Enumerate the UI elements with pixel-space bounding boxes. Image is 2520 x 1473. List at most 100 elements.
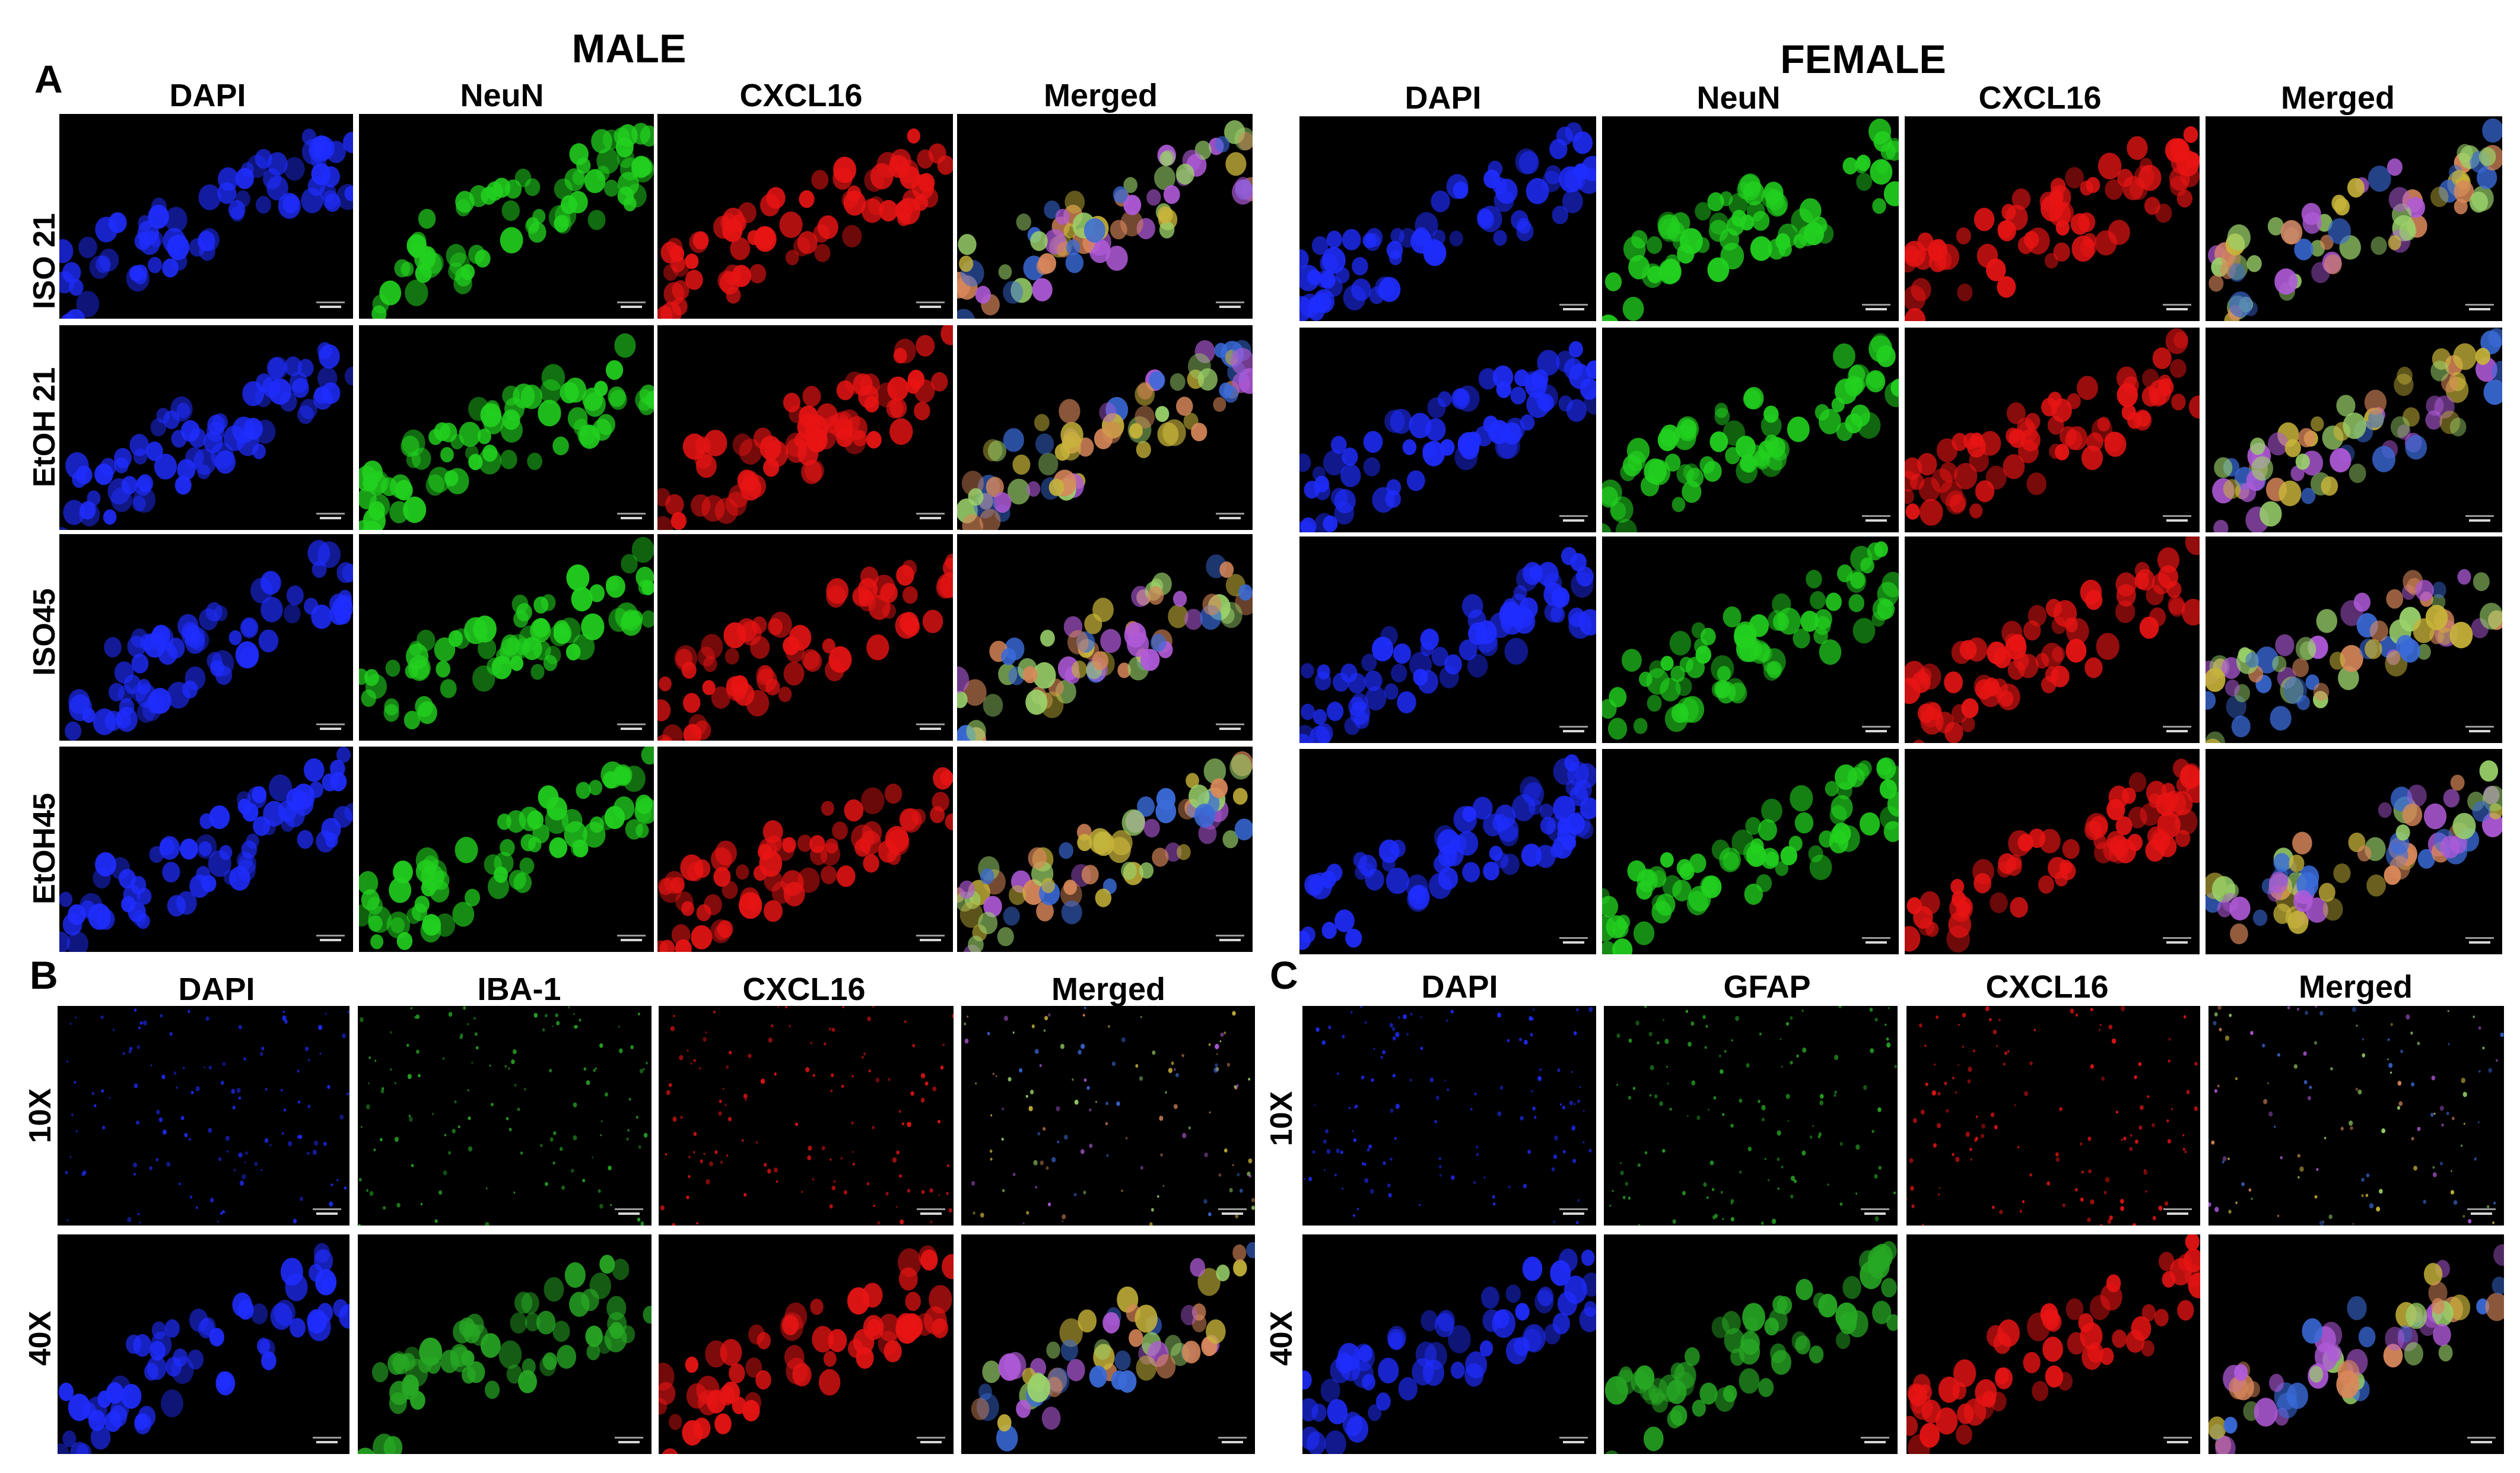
micrograph-male-iso45-merged	[957, 534, 1253, 741]
micrograph-male-etoh45-cxcl16	[657, 747, 953, 952]
micrograph-female-iso45-dapi	[1299, 536, 1596, 743]
micrograph-male-iso45-cxcl16	[657, 534, 953, 741]
scale-bar	[920, 517, 941, 519]
row-label-etoh45: EtOH45	[27, 793, 62, 904]
scale-bar-label	[313, 1208, 341, 1210]
row-label-c-40x: 40X	[1264, 1310, 1299, 1366]
scale-bar-label	[313, 1437, 341, 1439]
scale-bar	[320, 939, 341, 941]
micrograph-female-iso-21-cxcl16	[1905, 116, 2200, 321]
scale-bar	[316, 1441, 338, 1443]
micrograph-b-10x-cxcl16	[659, 1006, 954, 1226]
micrograph-female-iso45-merged	[2206, 536, 2502, 743]
scale-bar	[1563, 519, 1584, 522]
micrograph-female-iso-21-merged	[2206, 116, 2502, 321]
micrograph-female-etoh45-merged	[2206, 749, 2502, 954]
col-label-a-female-cxcl16: CXCL16	[1978, 80, 2102, 116]
scale-bar	[1864, 1212, 1886, 1215]
col-label-c-merged: Merged	[2298, 969, 2413, 1005]
row-label-b-10x: 10X	[23, 1088, 58, 1144]
panel-label-c: C	[1270, 953, 1298, 997]
micrograph-female-etoh45-dapi	[1299, 749, 1596, 954]
micrograph-male-etoh45-neun	[359, 747, 654, 952]
col-label-a-male-merged: Merged	[1043, 78, 1158, 113]
scale-bar	[920, 939, 941, 941]
micrograph-male-etoh-21-merged	[957, 325, 1253, 530]
panel-label-b: B	[30, 953, 58, 997]
panel-label-a: A	[34, 57, 63, 101]
scale-bar-label	[1861, 1437, 1889, 1439]
scale-bar	[1866, 730, 1887, 732]
scale-bar-label	[617, 513, 646, 515]
scale-bar	[920, 306, 941, 308]
row-label-c-10x: 10X	[1264, 1091, 1299, 1147]
scale-bar-label	[617, 301, 646, 303]
micrograph-male-iso-21-dapi	[59, 114, 353, 319]
scale-bar-label	[1216, 723, 1244, 725]
scale-bar	[316, 1212, 338, 1215]
scale-bar-label	[1862, 304, 1890, 306]
scale-bar-label	[1559, 304, 1588, 306]
scale-bar	[1563, 1212, 1584, 1215]
scale-bar	[320, 728, 341, 730]
scale-bar-label	[1862, 937, 1890, 939]
scale-bar-label	[2467, 1208, 2496, 1210]
scale-bar-label	[1559, 1208, 1588, 1210]
micrograph-b-40x-dapi	[58, 1234, 349, 1454]
scale-bar	[1563, 941, 1584, 944]
micrograph-c-40x-dapi	[1302, 1234, 1596, 1454]
scale-bar	[2167, 1212, 2188, 1215]
scale-bar-label	[2465, 937, 2494, 939]
scale-bar-label	[1559, 726, 1588, 728]
scale-bar-label	[615, 1437, 643, 1439]
scale-bar-label	[1559, 1437, 1588, 1439]
scale-bar-label	[2163, 937, 2191, 939]
micrograph-b-10x-merged	[961, 1006, 1255, 1226]
scale-bar-label	[1862, 726, 1890, 728]
col-label-a-female-merged: Merged	[2280, 80, 2395, 116]
scale-bar	[2166, 730, 2188, 732]
micrograph-b-40x-merged	[961, 1234, 1255, 1454]
scale-bar	[320, 517, 341, 519]
scale-bar	[2469, 941, 2490, 944]
scale-bar-label	[1216, 301, 1244, 303]
row-label-iso45: ISO45	[27, 588, 62, 676]
scale-bar-label	[2465, 726, 2494, 728]
scale-bar	[920, 1212, 942, 1215]
scale-bar-label	[1861, 1208, 1889, 1210]
row-label-b-40x: 40X	[23, 1310, 58, 1366]
col-label-a-female-neun: NeuN	[1696, 80, 1781, 116]
micrograph-female-etoh-21-dapi	[1299, 328, 1596, 532]
scale-bar-label	[2467, 1437, 2496, 1439]
scale-bar-label	[1216, 513, 1244, 515]
col-label-b-merged: Merged	[1051, 972, 1166, 1007]
micrograph-female-iso-21-neun	[1602, 116, 1899, 321]
scale-bar-label	[916, 513, 945, 515]
scale-bar-label	[917, 1208, 945, 1210]
scale-bar	[1222, 1441, 1243, 1443]
micrograph-c-40x-merged	[2208, 1234, 2504, 1454]
micrograph-b-40x-iba-1	[358, 1234, 652, 1454]
scale-bar	[1219, 728, 1241, 730]
micrograph-male-iso-21-cxcl16	[657, 114, 953, 319]
scale-bar-label	[2163, 1208, 2192, 1210]
scale-bar	[2469, 730, 2490, 732]
scale-bar-label	[615, 1208, 643, 1210]
scale-bar	[2471, 1212, 2492, 1215]
scale-bar-label	[1218, 1208, 1247, 1210]
micrograph-b-10x-iba-1	[358, 1006, 652, 1226]
micrograph-female-iso-21-dapi	[1299, 116, 1596, 321]
scale-bar	[621, 306, 642, 308]
scale-bar	[1219, 306, 1241, 308]
male-title: MALE	[571, 26, 687, 71]
scale-bar	[2469, 519, 2490, 522]
scale-bar	[920, 1441, 942, 1443]
scale-bar	[2167, 1441, 2188, 1443]
micrograph-male-etoh-21-cxcl16	[657, 325, 953, 530]
col-label-b-iba1: IBA-1	[477, 972, 561, 1007]
micrograph-b-40x-cxcl16	[659, 1234, 954, 1454]
scale-bar-label	[617, 723, 646, 725]
scale-bar-label	[916, 935, 945, 937]
micrograph-male-etoh45-dapi	[59, 747, 353, 952]
micrograph-male-etoh-21-neun	[359, 325, 654, 530]
